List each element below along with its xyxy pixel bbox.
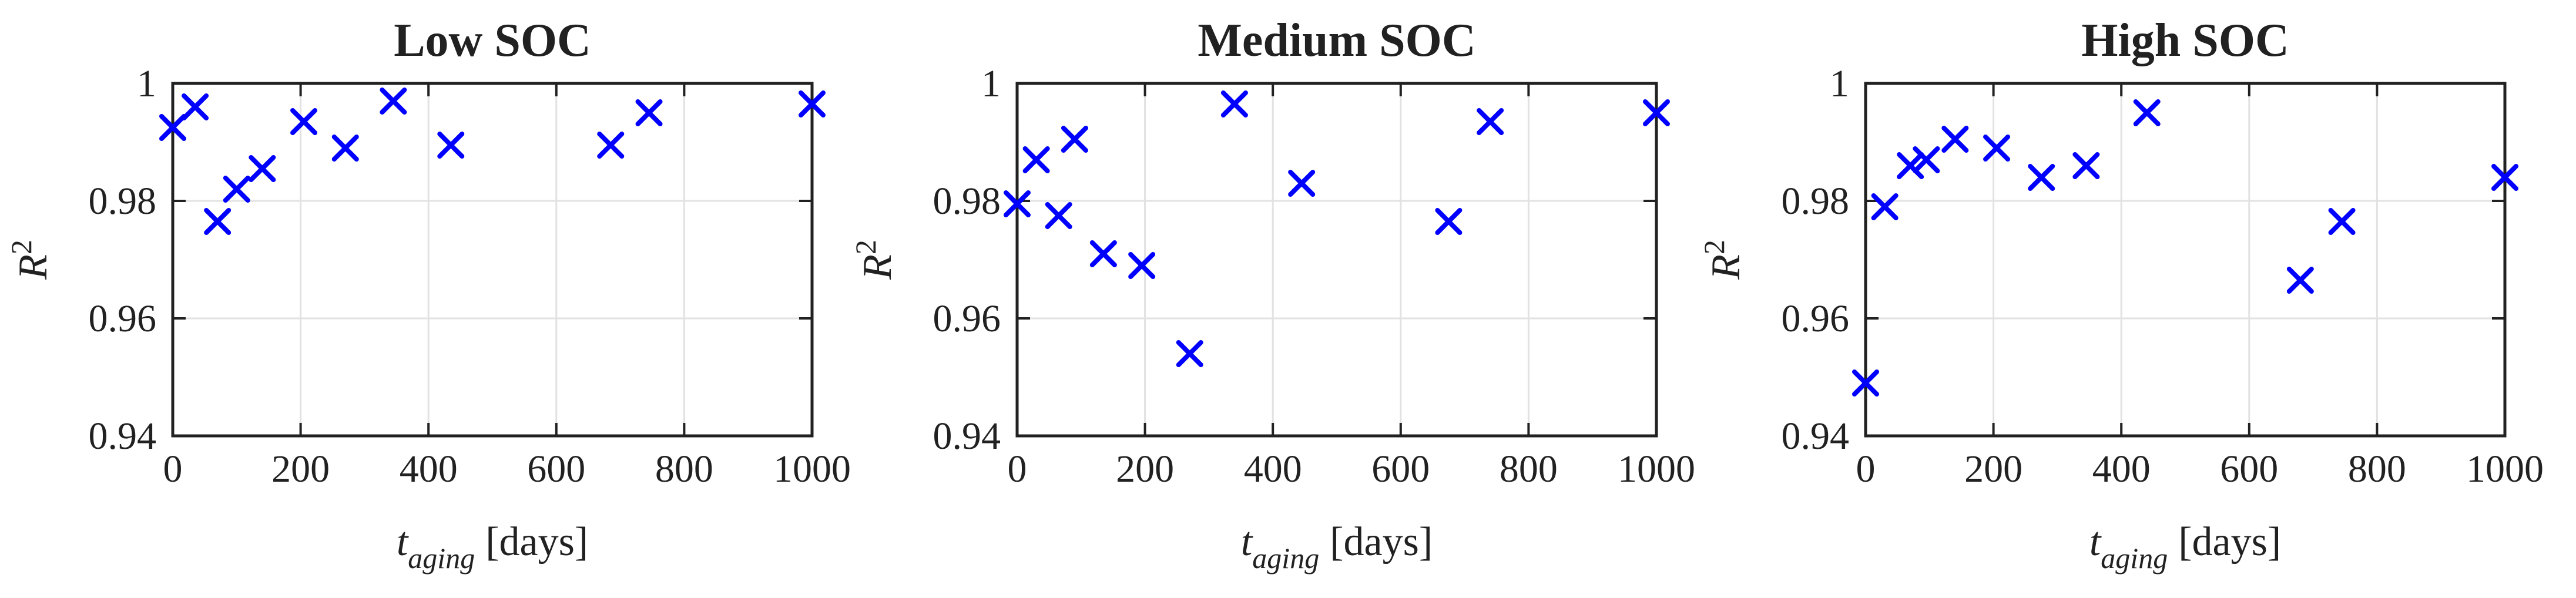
subplot-title-low-soc: Low SOC: [394, 15, 591, 66]
data-point-marker: [1128, 252, 1156, 279]
x-tick-label: 800: [1500, 448, 1558, 491]
xlabel-subscript: aging: [1252, 542, 1319, 575]
x-axis-label-medium-soc: taging [days]: [1241, 519, 1433, 575]
x-tick-label: 400: [2092, 448, 2151, 491]
data-point-marker: [1983, 135, 2011, 162]
data-point-marker: [182, 93, 209, 120]
subplot-high-soc: 0 200 400 600 800 1000 0.94 0.96 0.98 1: [1782, 62, 2544, 491]
subplot-low-soc: 0 200 400 600 800 1000 0.94 0.96 0.98 1: [89, 62, 851, 491]
x-tick-label: 800: [655, 448, 713, 491]
axes-box: [171, 82, 814, 438]
xlabel-unit: [days]: [1330, 519, 1433, 565]
y-tick-label: 0.94: [933, 415, 1001, 458]
data-point-marker: [1045, 202, 1072, 229]
y-axis-label-low-soc: R2: [5, 240, 56, 280]
y-tick-label: 0.94: [89, 415, 157, 458]
subplot-medium-soc: 0 200 400 600 800 1000 0.94 0.96 0.98 1: [933, 62, 1696, 491]
data-point-marker: [635, 99, 663, 126]
x-tick-label: 600: [1371, 448, 1430, 491]
x-tick-label: 600: [2220, 448, 2278, 491]
y-tick-label: 1: [981, 62, 1001, 105]
y-axis-label-medium-soc: R2: [849, 240, 900, 280]
data-point-marker: [597, 132, 625, 159]
ylabel-variable: R: [11, 254, 56, 280]
xlabel-subscript: aging: [2101, 542, 2168, 575]
data-point-marker: [331, 135, 359, 162]
data-point-marker: [1897, 152, 1924, 179]
data-point-marker: [2028, 164, 2055, 191]
x-tick-label: 200: [1116, 448, 1174, 491]
subplots-layer: 0 200 400 600 800 1000 0.94 0.96 0.98 1 0 200 400 600…: [89, 62, 2544, 491]
axes-box: [1864, 82, 2507, 438]
data-point-marker: [2328, 208, 2356, 235]
y-tick-label: 1: [137, 62, 156, 105]
x-tick-label: 1000: [2466, 448, 2544, 491]
y-tick-label: 0.96: [933, 297, 1001, 340]
data-point-marker: [1435, 208, 1463, 235]
data-point-marker: [2491, 164, 2518, 191]
data-point-marker: [2072, 152, 2100, 179]
data-point-marker: [1871, 193, 1899, 220]
x-tick-label: 200: [271, 448, 330, 491]
ylabel-superscript: 2: [5, 240, 38, 254]
data-point-marker: [1941, 126, 1969, 153]
x-tick-label: 400: [1244, 448, 1302, 491]
data-point-marker: [1022, 146, 1050, 173]
y-tick-label: 0.98: [89, 180, 157, 223]
data-point-marker: [437, 132, 465, 159]
x-tick-label: 400: [400, 448, 458, 491]
x-tick-label: 800: [2348, 448, 2406, 491]
data-point-marker: [1089, 240, 1117, 267]
subplot-title-high-soc: High SOC: [2081, 15, 2289, 66]
data-point-marker: [380, 88, 407, 115]
y-tick-label: 0.94: [1782, 415, 1850, 458]
y-tick-label: 0.96: [89, 297, 157, 340]
y-tick-label: 1: [1830, 62, 1849, 105]
data-point-marker: [1643, 99, 1670, 126]
data-point-marker: [159, 114, 186, 141]
ylabel-variable: R: [855, 254, 900, 280]
data-point-marker: [799, 90, 826, 117]
ylabel-variable: R: [1703, 254, 1749, 280]
data-point-marker: [1061, 126, 1088, 153]
data-point-marker: [204, 208, 232, 235]
x-tick-label: 1000: [1618, 448, 1695, 491]
data-point-marker: [1477, 108, 1504, 135]
x-axis-label-high-soc: taging [days]: [2089, 519, 2281, 575]
ylabel-superscript: 2: [1698, 240, 1730, 254]
y-tick-label: 0.96: [1782, 297, 1850, 340]
x-axis-label-low-soc: taging [days]: [397, 519, 588, 575]
y-axis-label-high-soc: R2: [1698, 240, 1749, 280]
data-point-marker: [290, 108, 318, 135]
y-tick-label: 0.98: [1782, 180, 1850, 223]
xlabel-variable: t: [397, 519, 409, 565]
xlabel-subscript: aging: [408, 542, 475, 575]
xlabel-unit: [days]: [2178, 519, 2281, 565]
x-tick-label: 0: [1856, 448, 1876, 491]
subplot-title-medium-soc: Medium SOC: [1198, 15, 1475, 66]
x-tick-label: 0: [163, 448, 183, 491]
data-point-marker: [1176, 340, 1203, 367]
data-point-marker: [1220, 90, 1248, 117]
data-point-marker: [1852, 369, 1879, 397]
y-tick-label: 0.98: [933, 180, 1001, 223]
data-point-marker: [1913, 146, 1940, 173]
data-point-marker: [1004, 190, 1031, 217]
axes-box: [1015, 82, 1658, 438]
xlabel-unit: [days]: [485, 519, 588, 565]
x-tick-label: 0: [1008, 448, 1027, 491]
ylabel-superscript: 2: [849, 240, 882, 254]
data-point-marker: [2286, 267, 2314, 294]
x-tick-label: 600: [527, 448, 585, 491]
data-point-marker: [1288, 170, 1316, 197]
data-point-marker: [249, 155, 276, 182]
x-tick-label: 200: [1964, 448, 2022, 491]
xlabel-variable: t: [1241, 519, 1253, 565]
x-tick-label: 1000: [773, 448, 851, 491]
xlabel-variable: t: [2089, 519, 2102, 565]
data-point-marker: [2133, 99, 2161, 126]
data-point-marker: [223, 176, 250, 203]
